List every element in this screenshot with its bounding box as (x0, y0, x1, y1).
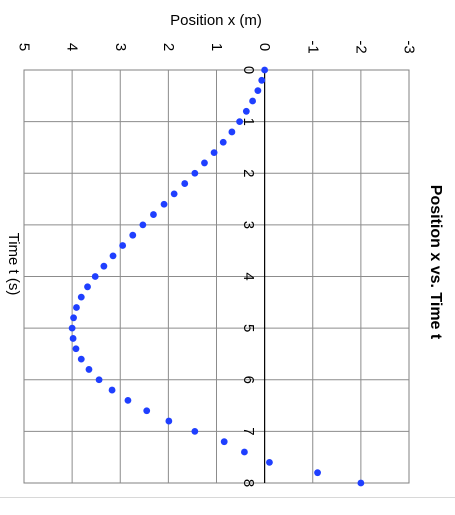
data-point (314, 469, 321, 477)
x-axis-label: Time t (s) (5, 233, 22, 296)
data-point (150, 211, 157, 218)
data-point (261, 66, 269, 74)
data-point (242, 107, 250, 115)
data-point (236, 118, 244, 126)
x-tick-label: 4 (240, 272, 257, 280)
data-point (119, 242, 127, 249)
data-point (181, 180, 189, 187)
data-point (77, 355, 85, 363)
data-point (160, 200, 168, 208)
data-point (219, 138, 227, 146)
y-tick-label: 3 (112, 43, 129, 51)
x-tick-label: 0 (240, 66, 257, 74)
chart-title: Position x vs. Time t (427, 185, 444, 340)
x-tick-label: 3 (240, 221, 257, 229)
x-tick-label: 7 (240, 427, 257, 435)
data-point (129, 231, 137, 239)
data-point (85, 366, 93, 373)
data-point (72, 345, 80, 353)
data-point (254, 87, 262, 95)
data-point (357, 479, 365, 487)
data-point (69, 335, 77, 342)
data-point (73, 304, 80, 311)
data-point (191, 169, 199, 177)
y-tick-label: 5 (16, 43, 33, 51)
data-point (191, 427, 199, 435)
data-point (220, 438, 228, 446)
data-point (241, 448, 248, 456)
data-point (170, 190, 178, 198)
data-point (84, 283, 91, 291)
y-tick-label: 1 (208, 43, 225, 51)
divider (0, 497, 455, 498)
y-tick-label: 0 (256, 43, 273, 51)
x-tick-label: 5 (240, 324, 257, 332)
x-tick-label: 8 (240, 479, 257, 487)
y-tick-label: -2 (352, 40, 369, 53)
y-tick-label: -1 (304, 40, 321, 53)
data-point (143, 407, 151, 415)
data-point (258, 76, 266, 84)
x-tick-label: 2 (240, 169, 257, 177)
data-point (165, 417, 173, 425)
data-point (91, 273, 99, 280)
data-point (68, 324, 76, 332)
grid-lines (24, 70, 409, 483)
data-point (139, 221, 147, 229)
data-point (124, 397, 132, 404)
data-point (266, 458, 273, 466)
y-tick-label: 2 (160, 43, 177, 51)
y-tick-label: 4 (64, 43, 81, 51)
x-tick-label: 1 (240, 117, 257, 125)
data-point (70, 314, 77, 322)
data-point (210, 149, 218, 157)
data-point (77, 293, 85, 301)
data-point (100, 262, 108, 270)
data-point (108, 386, 116, 394)
y-axis-label: Position x (m) (170, 12, 262, 29)
x-tick-label: 6 (240, 376, 257, 384)
y-tick-label: -3 (401, 40, 418, 53)
data-point (249, 97, 256, 105)
data-point (201, 159, 208, 167)
tick-labels: 0 1 2 3 4 5 6 7 8 -3 -2 -1 0 1 2 3 4 5 (16, 40, 418, 487)
data-point (109, 252, 117, 260)
data-point (228, 128, 236, 136)
data-points (68, 66, 365, 487)
data-point (95, 376, 103, 384)
